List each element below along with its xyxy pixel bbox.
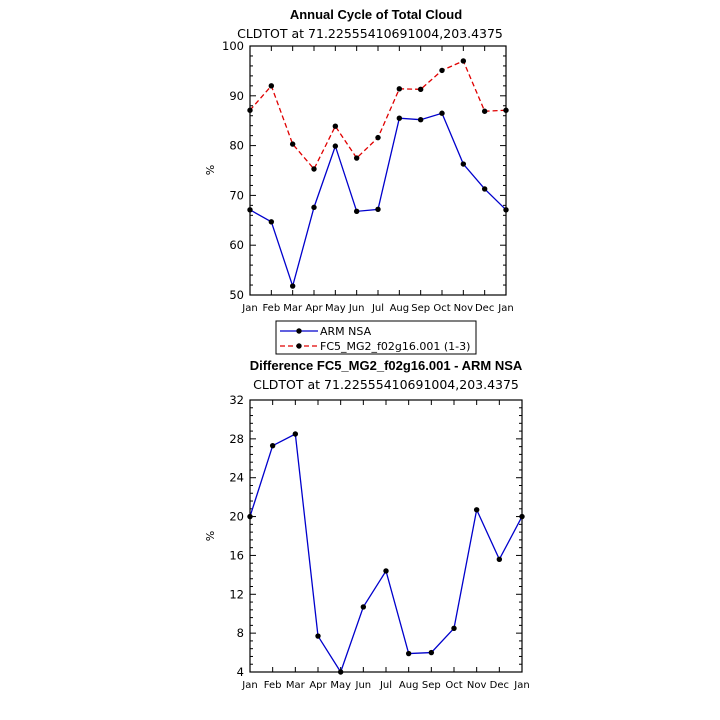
bottom-chart-x-tick-label: Jan xyxy=(241,680,257,691)
top-chart-x-tick-label: Nov xyxy=(454,303,474,314)
top-chart-y-tick-label: 70 xyxy=(229,188,244,202)
top-chart-x-tick-label: Jan xyxy=(497,303,513,314)
bottom-chart-x-tick-label: Jan xyxy=(513,680,529,691)
top-chart-y-tick-label: 80 xyxy=(229,139,244,153)
bottom-chart-series-line-0 xyxy=(249,432,523,674)
top-chart-x-tick-label: Feb xyxy=(262,303,280,314)
bottom-chart-title: Difference FC5_MG2_f02g16.001 - ARM NSA xyxy=(250,358,523,373)
top-chart-x-tick-label: Jun xyxy=(348,303,365,314)
bottom-chart-y-tick-label: 4 xyxy=(237,665,244,679)
bottom-chart-series-0-point xyxy=(360,604,367,610)
bottom-chart-series-0-point xyxy=(451,625,457,631)
top-chart-series-0-point xyxy=(417,117,424,123)
top-chart-x-tick-label: Sep xyxy=(411,303,430,314)
bottom-chart-series-0-point xyxy=(496,556,503,563)
top-chart-x-tick-label: May xyxy=(325,303,346,314)
bottom-chart-subtitle: CLDTOT at 71.22555410691004,203.4375 xyxy=(253,377,519,392)
top-chart-x-tick-label: Dec xyxy=(475,303,494,314)
bottom-chart-x-tick-label: Apr xyxy=(309,680,327,691)
top-chart-series-1-point xyxy=(417,86,424,93)
bottom-chart-y-tick-label: 8 xyxy=(237,626,244,640)
top-chart-title: Annual Cycle of Total Cloud xyxy=(290,7,462,22)
top-chart-series-0-point xyxy=(311,204,317,211)
bottom-chart-y-tick-label: 32 xyxy=(229,393,244,407)
bottom-chart-x-tick-label: Nov xyxy=(467,680,487,691)
legend-box xyxy=(275,320,477,355)
top-chart-y-axis-label: % xyxy=(204,165,217,175)
top-chart-y-tick-label: 60 xyxy=(229,238,244,252)
bottom-chart-series-0-point xyxy=(315,633,321,639)
top-chart-x-tick-label: Aug xyxy=(390,303,410,314)
bottom-chart-x-tick-label: Feb xyxy=(264,680,282,691)
legend-marker-arm-nsa xyxy=(296,328,302,334)
bottom-chart-y-tick-label: 16 xyxy=(229,548,244,562)
top-chart-y-tick-label: 100 xyxy=(222,39,244,53)
top-chart: Annual Cycle of Total Cloud CLDTOT at 71… xyxy=(204,7,514,314)
bottom-chart-y-axis-label: % xyxy=(204,531,217,541)
top-chart-series-0-point xyxy=(268,219,275,225)
bottom-chart-series-0-point xyxy=(383,568,389,574)
top-chart-series-1-point xyxy=(396,86,403,92)
legend-marker-model xyxy=(296,343,302,349)
bottom-chart-series-0-point xyxy=(428,649,435,656)
top-chart-series-1-point xyxy=(289,141,296,147)
top-chart-y-tick-label: 90 xyxy=(229,89,244,103)
top-chart-series-1-point xyxy=(481,108,488,114)
top-chart-x-tick-label: Jul xyxy=(371,303,384,314)
top-chart-series-0-point xyxy=(460,161,467,167)
bottom-chart-x-tick-label: Aug xyxy=(399,680,419,691)
top-chart-series-0-point xyxy=(375,206,381,213)
top-chart-x-tick-label: Jan xyxy=(241,303,257,314)
top-chart-series-0-point xyxy=(439,110,445,116)
bottom-chart-x-tick-label: Sep xyxy=(422,680,441,691)
bottom-chart-y-tick-label: 12 xyxy=(229,587,244,601)
top-chart-series-1-point xyxy=(311,166,317,172)
top-chart-series-0-point xyxy=(396,115,403,121)
top-chart-series-line-1 xyxy=(249,60,507,171)
top-chart-y-tick-label: 50 xyxy=(229,288,244,302)
bottom-chart-y-tick-label: 24 xyxy=(229,471,244,485)
top-chart-series-0-point xyxy=(481,186,488,192)
bottom-chart-series-0-point xyxy=(473,507,480,513)
bottom-chart-series-0-point xyxy=(405,650,412,657)
bottom-chart-x-tick-label: Jul xyxy=(379,680,392,691)
bottom-chart-series-0-point xyxy=(269,442,276,449)
top-chart-series-0-point xyxy=(353,208,360,215)
bottom-chart-series-0-point xyxy=(292,431,299,437)
top-chart-series-1-point xyxy=(268,83,275,89)
bottom-chart-y-tick-label: 20 xyxy=(229,510,244,524)
legend: ARM NSA FC5_MG2_f02g16.001 (1-3) xyxy=(275,320,477,355)
top-chart-series-0-point xyxy=(332,143,339,149)
top-chart-series-0-point xyxy=(289,283,296,289)
bottom-chart-y-tick-label: 28 xyxy=(229,432,244,446)
legend-label-arm-nsa: ARM NSA xyxy=(320,325,372,338)
bottom-chart-x-tick-label: Jun xyxy=(355,680,372,691)
bottom-chart-x-tick-label: May xyxy=(330,680,351,691)
legend-label-model: FC5_MG2_f02g16.001 (1-3) xyxy=(320,340,470,353)
top-chart-x-tick-label: Apr xyxy=(305,303,323,314)
top-chart-series-1-point xyxy=(439,67,445,74)
bottom-chart-frame xyxy=(249,399,523,673)
top-chart-subtitle: CLDTOT at 71.22555410691004,203.4375 xyxy=(237,26,503,41)
top-chart-series-1-point xyxy=(332,123,339,129)
bottom-chart-x-tick-label: Oct xyxy=(445,680,462,691)
top-chart-frame xyxy=(249,45,507,296)
top-chart-x-tick-label: Mar xyxy=(283,303,303,314)
top-chart-series-1-point xyxy=(375,134,381,141)
top-chart-x-tick-label: Oct xyxy=(433,303,450,314)
top-chart-series-1-point xyxy=(460,58,467,64)
bottom-chart-x-tick-label: Mar xyxy=(286,680,306,691)
top-chart-series-1-point xyxy=(353,155,360,161)
bottom-chart: Difference FC5_MG2_f02g16.001 - ARM NSA … xyxy=(204,358,530,691)
bottom-chart-x-tick-label: Dec xyxy=(490,680,509,691)
